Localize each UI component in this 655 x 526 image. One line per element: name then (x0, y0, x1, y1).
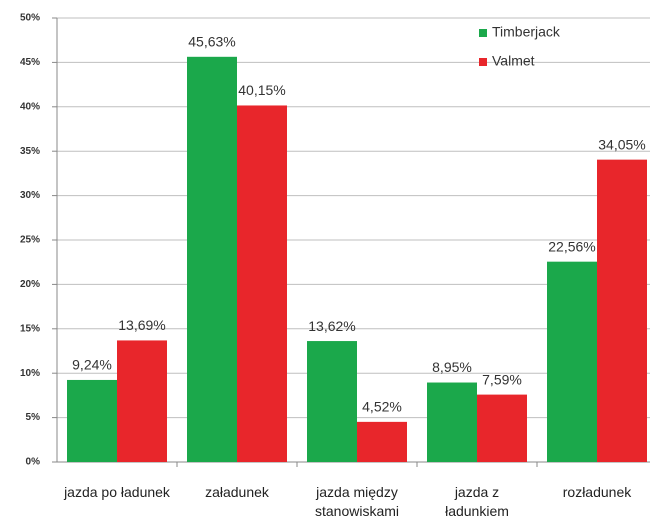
y-tick-label: 10% (20, 368, 40, 379)
x-tick-label: załadunek (205, 484, 269, 500)
data-label: 8,95% (432, 359, 472, 375)
bar (477, 394, 527, 462)
y-tick-label: 0% (26, 457, 41, 468)
y-tick-label: 5% (26, 412, 41, 423)
y-tick-label: 15% (20, 323, 40, 334)
data-label: 45,63% (188, 34, 235, 50)
y-tick-label: 45% (20, 57, 40, 68)
legend-swatch (479, 29, 487, 37)
x-tick-label: jazda po ładunek (64, 484, 170, 500)
bar (547, 261, 597, 462)
data-label: 40,15% (238, 82, 285, 98)
data-label: 13,69% (118, 317, 165, 333)
data-label: 4,52% (362, 399, 402, 415)
legend-label: Valmet (492, 53, 535, 69)
y-tick-label: 50% (20, 13, 40, 24)
bar (117, 340, 167, 462)
x-tick-label: jazda między stanowiskami (314, 484, 400, 519)
y-tick-label: 30% (20, 190, 40, 201)
bar (187, 56, 237, 462)
bar (597, 159, 647, 463)
data-label: 9,24% (72, 357, 112, 373)
legend-swatch (479, 58, 487, 66)
y-tick-label: 20% (20, 279, 40, 290)
y-tick-label: 35% (20, 146, 40, 157)
legend-label: Timberjack (492, 24, 561, 40)
data-label: 7,59% (482, 371, 522, 387)
bar (427, 382, 477, 462)
data-label: 13,62% (308, 318, 355, 334)
bar (67, 379, 117, 462)
bar (357, 421, 407, 462)
data-label: 34,05% (598, 136, 645, 152)
y-tick-label: 25% (20, 235, 40, 246)
data-label: 22,56% (548, 238, 595, 254)
y-tick-label: 40% (20, 101, 40, 112)
bar (237, 105, 287, 462)
x-tick-label: jazda z ładunkiem (445, 484, 509, 519)
bar (307, 341, 357, 462)
x-tick-label: rozładunek (562, 484, 632, 500)
